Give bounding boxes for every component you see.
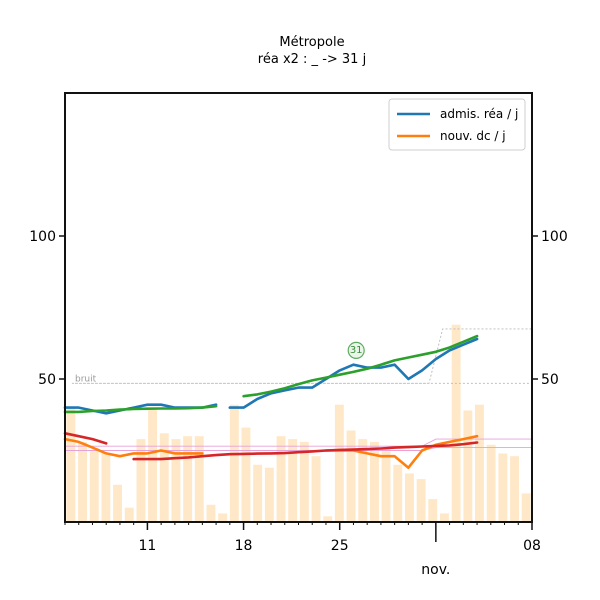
legend: admis. réa / j nouv. dc / j — [388, 98, 526, 151]
bar-1 — [78, 441, 87, 522]
bar-26 — [370, 441, 379, 522]
bar-35 — [475, 404, 484, 522]
bar-22 — [323, 516, 333, 522]
bar-23 — [334, 404, 344, 522]
bar-32 — [440, 513, 449, 522]
bar-27 — [381, 447, 391, 522]
bar-5 — [124, 507, 134, 522]
noise-label: bruit — [75, 374, 97, 384]
bar-17 — [264, 467, 274, 522]
bar-31 — [428, 499, 438, 522]
bar-34 — [463, 410, 473, 522]
bar-38 — [510, 456, 519, 522]
legend-label-deces: nouv. dc / j — [440, 129, 506, 143]
bar-18 — [276, 436, 286, 522]
series-layer — [63, 334, 479, 470]
series-1-segment-0 — [63, 437, 204, 458]
noise-bands-layer — [64, 328, 533, 451]
chart-title: Métropole — [279, 35, 344, 50]
bar-25 — [358, 439, 368, 522]
legend-label-admis: admis. réa / j — [440, 107, 518, 121]
xtick-label-0: 11 — [138, 538, 156, 554]
axes-layer: 50 50 100 100 11 18 25 08 nov. — [29, 229, 567, 578]
bar-2 — [89, 450, 99, 522]
ytick-label-left-1: 100 — [29, 229, 56, 245]
bar-10 — [183, 436, 193, 522]
ytick-label-left-0: 50 — [38, 372, 56, 388]
series-2-segment-0 — [63, 404, 218, 414]
bar-7 — [148, 407, 157, 522]
plot-frame — [64, 92, 533, 523]
bar-37 — [498, 453, 508, 522]
ytick-label-right-1: 100 — [541, 229, 568, 245]
series-3-segment-1 — [132, 441, 479, 461]
bar-11 — [194, 436, 204, 522]
bar-15 — [241, 427, 251, 522]
bar-21 — [311, 456, 321, 522]
bar-8 — [159, 433, 169, 522]
bar-9 — [171, 439, 181, 522]
bar-14 — [229, 404, 239, 522]
noise-band-0 — [71, 328, 533, 384]
ytick-label-right-0: 50 — [541, 372, 559, 388]
bar-20 — [299, 441, 309, 522]
bar-16 — [253, 464, 263, 522]
chart-subtitle: réa x2 : _ -> 31 j — [258, 52, 366, 67]
badge-circle — [347, 341, 365, 359]
bar-0 — [66, 407, 76, 522]
series-3-segment-0 — [63, 431, 108, 445]
bar-12 — [206, 504, 216, 522]
bar-36 — [486, 444, 496, 522]
bars-layer — [66, 324, 531, 522]
bar-6 — [136, 439, 146, 522]
bar-28 — [393, 464, 403, 522]
month-label: nov. — [421, 562, 450, 578]
bar-3 — [101, 453, 111, 522]
delay-badge: 31 — [347, 341, 365, 359]
bar-39 — [521, 493, 531, 522]
xtick-label-2: 25 — [331, 538, 349, 554]
bar-19 — [288, 439, 298, 522]
xtick-label-4: 08 — [523, 538, 541, 554]
bar-30 — [416, 479, 426, 522]
series-2-segment-1 — [242, 334, 479, 398]
bar-24 — [346, 430, 356, 522]
series-0-segment-1 — [228, 337, 479, 409]
bar-29 — [405, 473, 414, 522]
bar-4 — [113, 484, 122, 522]
xtick-label-1: 18 — [235, 538, 253, 554]
bar-33 — [451, 324, 461, 522]
badge-label: 31 — [350, 345, 363, 356]
bar-13 — [218, 513, 228, 522]
